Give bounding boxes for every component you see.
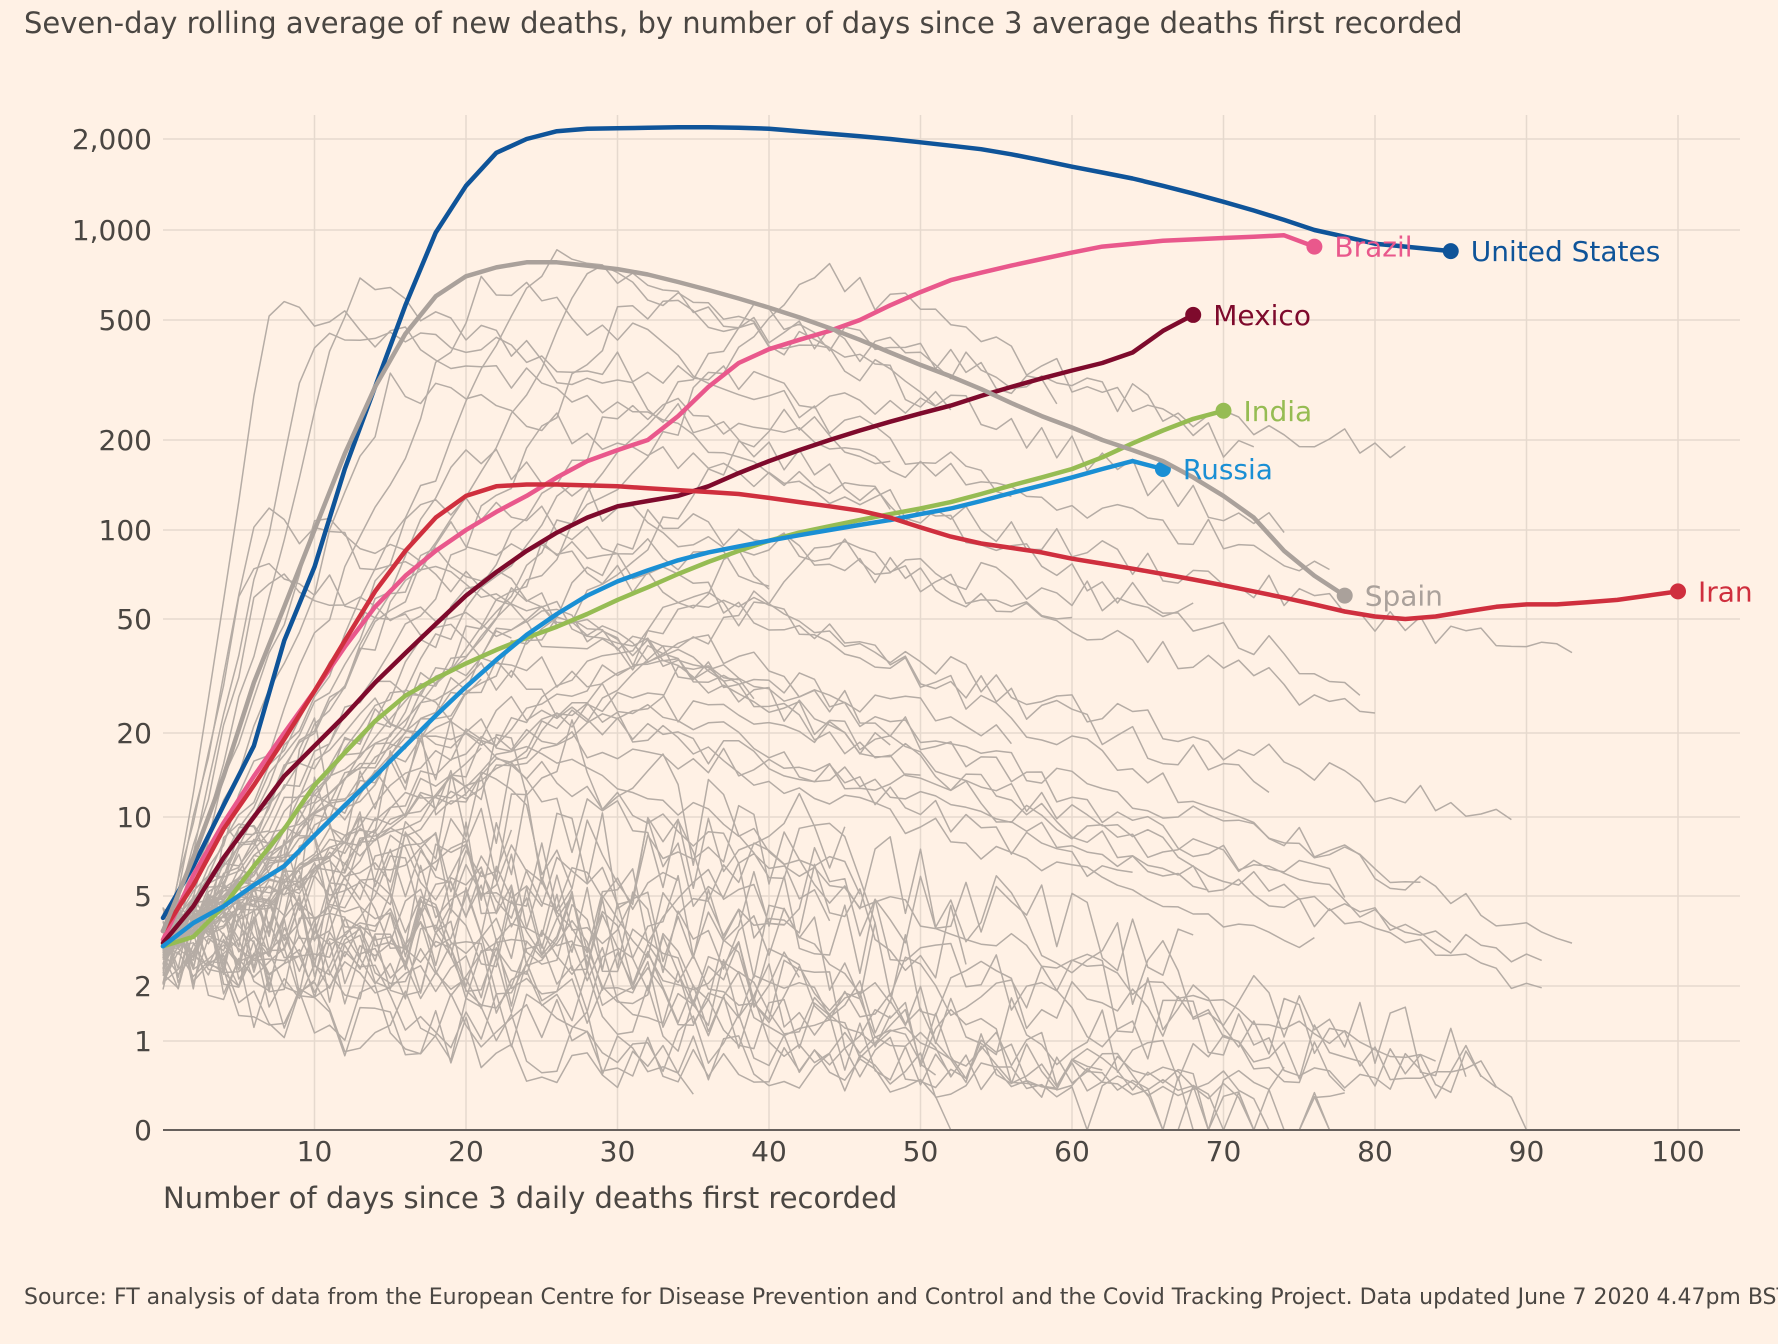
other-country-line bbox=[162, 249, 952, 937]
other-country-line bbox=[162, 804, 1467, 1077]
y-tick-label: 50 bbox=[116, 603, 152, 636]
other-country-line bbox=[162, 909, 1346, 1092]
other-country-line bbox=[162, 691, 891, 949]
y-tick-label: 10 bbox=[116, 801, 152, 834]
series-label-spain: Spain bbox=[1365, 580, 1443, 613]
series-line-india bbox=[160, 408, 1226, 949]
other-country-line bbox=[162, 719, 876, 971]
y-tick-label: 200 bbox=[99, 424, 152, 457]
other-country-line bbox=[162, 665, 739, 950]
other-country-line bbox=[162, 662, 1315, 959]
highlighted-series bbox=[160, 125, 1686, 949]
x-axis-title: Number of days since 3 daily deaths firs… bbox=[163, 1181, 898, 1215]
other-country-line bbox=[162, 300, 891, 959]
other-country-line bbox=[162, 808, 679, 990]
other-country-line bbox=[162, 540, 1270, 957]
series-labels: United States Brazil Mexico India Russia Iran… bbox=[1183, 231, 1753, 613]
series-end-dot-mexico bbox=[1185, 306, 1202, 323]
x-tick-label: 20 bbox=[448, 1135, 484, 1168]
other-country-line bbox=[162, 792, 846, 971]
x-tick-label: 10 bbox=[297, 1135, 333, 1168]
y-tick-label: 20 bbox=[116, 717, 152, 750]
other-country-line bbox=[162, 793, 967, 984]
grid bbox=[163, 115, 1740, 1130]
series-line-brazil bbox=[160, 233, 1317, 943]
y-tick-label: 100 bbox=[99, 514, 152, 547]
series-end-dot-iran bbox=[1670, 583, 1686, 600]
other-country-line bbox=[162, 950, 1285, 1131]
x-tick-label: 90 bbox=[1509, 1135, 1545, 1168]
other-country-line bbox=[162, 299, 1406, 943]
series-label-russia: Russia bbox=[1183, 453, 1273, 486]
y-tick-label: 2 bbox=[134, 970, 152, 1003]
series-line-iran bbox=[160, 482, 1681, 934]
series-label-brazil: Brazil bbox=[1334, 231, 1412, 264]
other-country-line bbox=[162, 697, 1436, 1062]
series-line-russia bbox=[160, 458, 1166, 949]
series-line-spain bbox=[160, 260, 1347, 934]
other-country-line bbox=[162, 533, 1376, 944]
y-tick-label: 1 bbox=[134, 1025, 152, 1058]
series-end-dot-brazil bbox=[1306, 238, 1323, 255]
other-country-line bbox=[162, 262, 1255, 956]
chart-title: Seven-day rolling average of new deaths,… bbox=[24, 6, 1463, 40]
other-country-line bbox=[162, 372, 1573, 940]
y-tick-label: 500 bbox=[99, 304, 152, 337]
other-country-line bbox=[162, 448, 770, 945]
series-label-mexico: Mexico bbox=[1213, 299, 1311, 332]
other-country-line bbox=[162, 728, 831, 935]
y-tick-label: 0 bbox=[134, 1114, 152, 1147]
other-country-line bbox=[162, 331, 936, 951]
x-tick-label: 30 bbox=[600, 1135, 636, 1168]
x-tick-label: 70 bbox=[1206, 1135, 1242, 1168]
other-country-line bbox=[162, 397, 1330, 936]
other-country-line bbox=[162, 890, 1528, 1131]
y-tick-label: 5 bbox=[134, 880, 152, 913]
other-country-line bbox=[162, 930, 694, 1095]
other-country-line bbox=[162, 596, 1573, 944]
series-label-india: India bbox=[1244, 395, 1313, 428]
other-country-line bbox=[162, 408, 891, 942]
x-tick-label: 60 bbox=[1054, 1135, 1090, 1168]
source-note: Source: FT analysis of data from the Eur… bbox=[24, 1285, 1778, 1310]
other-country-line bbox=[162, 303, 1058, 953]
other-country-line bbox=[162, 821, 1497, 1094]
x-tick-label: 50 bbox=[903, 1135, 939, 1168]
other-country-line bbox=[162, 630, 512, 944]
other-country-line bbox=[162, 855, 1270, 1131]
other-country-line bbox=[162, 921, 1345, 1131]
series-end-dot-united-states bbox=[1442, 243, 1459, 260]
series-label-iran: Iran bbox=[1698, 575, 1753, 608]
x-tick-label: 100 bbox=[1651, 1135, 1704, 1168]
other-country-line bbox=[162, 695, 1346, 940]
other-country-line bbox=[162, 521, 1512, 957]
other-country-line bbox=[162, 277, 1361, 947]
other-country-line bbox=[162, 587, 1542, 990]
axes: 0 1 2 5 10 20 50 100 200 500 1,000 2,000 10 20 30 40 50 6… bbox=[72, 123, 1740, 1168]
y-tick-label: 1,000 bbox=[72, 214, 152, 247]
other-country-line bbox=[162, 517, 1542, 963]
other-country-line bbox=[162, 562, 1133, 949]
other-country-line bbox=[162, 912, 800, 1008]
other-country-line bbox=[162, 275, 1012, 949]
series-end-dot-india bbox=[1215, 402, 1232, 419]
other-country-line bbox=[162, 909, 952, 1086]
series-line-mexico bbox=[160, 312, 1196, 946]
x-tick-label: 40 bbox=[751, 1135, 787, 1168]
other-country-line bbox=[162, 828, 513, 970]
other-countries-lines bbox=[162, 249, 1588, 1131]
series-line-united-states bbox=[160, 125, 1454, 921]
other-country-line bbox=[162, 605, 1421, 952]
y-tick-label: 2,000 bbox=[72, 123, 152, 156]
series-label-united-states: United States bbox=[1471, 235, 1661, 268]
x-tick-label: 80 bbox=[1357, 1135, 1393, 1168]
other-country-line bbox=[162, 540, 1073, 949]
series-end-dot-spain bbox=[1336, 587, 1353, 604]
